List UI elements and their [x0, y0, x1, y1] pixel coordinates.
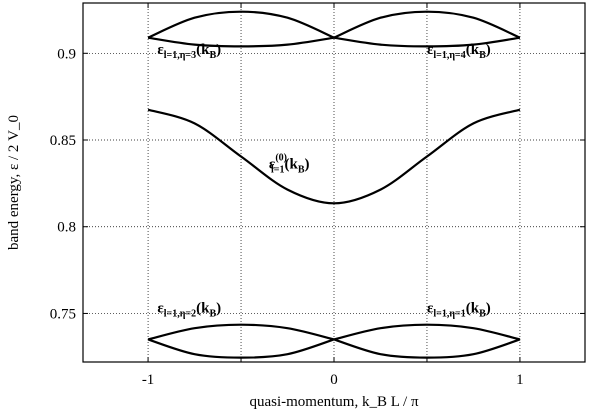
annotation-layer: εl=1,η=3(kB) εl=1,η=4(kB) ε(0) l=1(kB) εl=1,…	[157, 42, 490, 319]
series-line-upper-c	[333, 10, 521, 39]
series-line-middle	[147, 108, 521, 205]
series-line-upper-b	[147, 36, 335, 48]
x-tick-label: -1	[142, 372, 155, 388]
y-tick-label: 0.8	[57, 220, 76, 236]
x-tick-label: 0	[330, 372, 338, 388]
y-tick-label: 0.9	[57, 46, 76, 62]
x-axis-label: quasi-momentum, k_B L / π	[249, 394, 419, 410]
y-tick-label: 0.85	[50, 133, 76, 149]
band-label-eps-l1-eta2: εl=1,η=2(kB)	[157, 301, 221, 320]
y-axis-label: band energy, ε / 2 V_0	[6, 115, 22, 250]
series-line-upper-d	[333, 36, 521, 48]
plot-frame	[82, 2, 586, 363]
band-label-eps-l1-0: ε(0) l=1(kB)	[269, 153, 310, 176]
y-tick-label: 0.75	[50, 306, 76, 322]
band-label-eps-l1-eta1: εl=1,η=1(kB)	[427, 301, 491, 320]
series-line-upper-a	[147, 10, 335, 39]
tick-layer: -1 0 1 0.75 0.8 0.85 0.9	[50, 3, 585, 388]
series-line-lower-a	[147, 323, 335, 341]
band-label-eps-l1-eta3: εl=1,η=3(kB)	[157, 42, 221, 61]
band-label-eps-l1-eta4: εl=1,η=4(kB)	[427, 42, 491, 61]
series-line-lower-c	[333, 323, 521, 341]
x-tick-label: 1	[516, 372, 524, 388]
